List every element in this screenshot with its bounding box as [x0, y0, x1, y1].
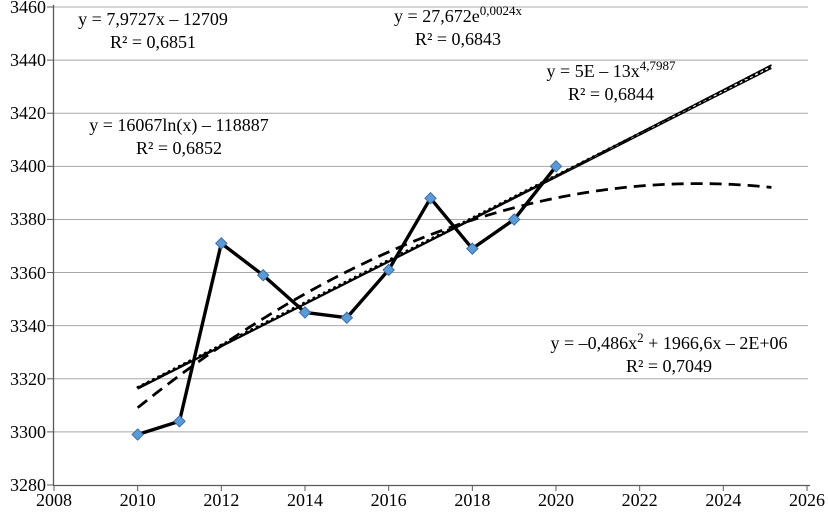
equation-text: y = 5E – 13x4,7987: [546, 58, 676, 81]
data-point-marker: [466, 242, 479, 255]
trendline-equation-exponential: y = 27,672e0,0024x R² = 0,6843: [394, 3, 522, 51]
x-tick-label: 2026: [789, 490, 825, 510]
r-squared-text: R² = 0,6851: [109, 32, 197, 52]
y-tick-label: 3380: [10, 209, 46, 230]
y-tick-label: 3420: [10, 103, 46, 124]
y-tick-label: 3360: [10, 262, 46, 283]
data-point-marker: [215, 237, 228, 250]
y-tick-label: 3340: [10, 315, 46, 336]
data-point-marker: [256, 268, 270, 282]
r-squared-text: R² = 0,7049: [625, 356, 713, 376]
data-series-line: [137, 165, 558, 437]
y-tick-label: 3400: [10, 156, 46, 177]
equation-text: y = –0,486x2 + 1966,6x – 2E+06: [550, 330, 788, 353]
r-squared-text: R² = 0,6843: [414, 29, 502, 49]
trendline-equation-logarithmic: y = 16067ln(x) – 118887 R² = 0,6852: [89, 114, 268, 160]
data-point-marker: [340, 311, 354, 325]
y-tick-label: 3440: [10, 50, 46, 71]
trendline-equation-power: y = 5E – 13x4,7987 R² = 0,6844: [546, 58, 676, 106]
equation-text: y = 16067ln(x) – 118887: [89, 115, 269, 135]
trendline-equation-polynomial: y = –0,486x2 + 1966,6x – 2E+06 R² = 0,704…: [550, 330, 788, 378]
x-tick-label: 2020: [538, 490, 574, 510]
y-tick-label: 3280: [10, 475, 46, 495]
data-point-marker: [382, 263, 395, 277]
equation-text: y = 7,9727x – 12709: [78, 9, 228, 29]
x-tick-label: 2010: [119, 490, 156, 510]
x-tick-label: 2008: [36, 490, 72, 510]
data-point-marker: [549, 160, 563, 173]
x-tick-label: 2012: [203, 490, 240, 510]
y-tick-label: 3300: [10, 421, 46, 442]
r-squared-text: R² = 0,6852: [135, 138, 223, 158]
data-point-marker: [298, 306, 312, 319]
x-tick-label: 2022: [621, 490, 658, 510]
data-point-marker: [424, 191, 437, 205]
x-tick-label: 2014: [287, 490, 323, 510]
y-tick-label: 3460: [10, 0, 46, 17]
x-tick-label: 2024: [705, 490, 742, 510]
trendline-equation-linear: y = 7,9727x – 12709 R² = 0,6851: [78, 8, 228, 54]
x-tick-label: 2018: [454, 490, 491, 510]
data-point-marker: [507, 213, 521, 226]
equation-text: y = 27,672e0,0024x: [394, 3, 522, 26]
data-point-marker: [173, 414, 186, 428]
y-tick-label: 3320: [10, 368, 46, 389]
x-tick-label: 2016: [370, 490, 407, 510]
r-squared-text: R² = 0,6844: [567, 84, 655, 104]
data-point-marker: [131, 428, 144, 441]
